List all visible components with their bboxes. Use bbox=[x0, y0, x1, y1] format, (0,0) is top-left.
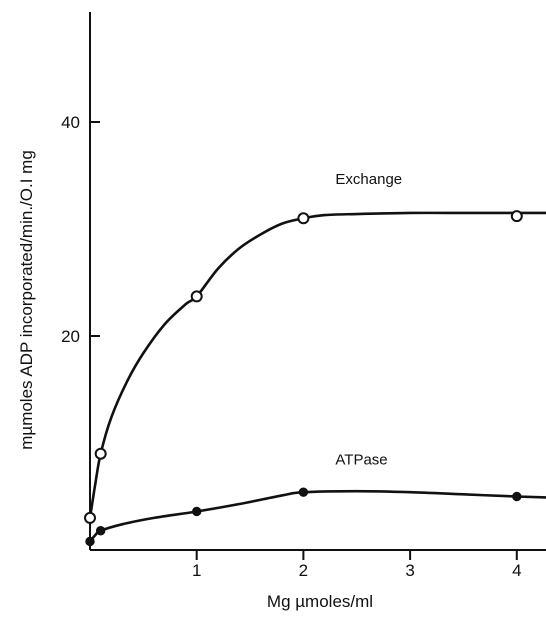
atpase-point-2 bbox=[192, 506, 202, 517]
series-curves bbox=[88, 211, 546, 543]
atpase-curve bbox=[88, 489, 546, 543]
x-axis-title: Mg µmoles/ml bbox=[267, 592, 373, 611]
atpase-point-0 bbox=[85, 536, 95, 547]
exchange-point-3 bbox=[297, 212, 310, 225]
x-tick-label-4: 4 bbox=[512, 561, 521, 580]
series-labels: Exchange ATPase bbox=[335, 171, 402, 468]
atpase-point-3 bbox=[298, 487, 309, 497]
atpase-point-1 bbox=[95, 526, 106, 536]
x-tick-label-2: 2 bbox=[299, 561, 308, 580]
x-ticks: 1 2 3 4 bbox=[192, 550, 522, 580]
exchange-point-4 bbox=[510, 210, 523, 223]
y-tick-label-40: 40 bbox=[61, 113, 80, 132]
atpase-point-4 bbox=[512, 491, 522, 502]
y-axis-title: mµmoles ADP incorporated/min./O.I mg bbox=[17, 150, 36, 450]
exchange-point-1 bbox=[94, 447, 107, 460]
y-tick-label-20: 20 bbox=[61, 327, 80, 346]
atpase-series-label: ATPase bbox=[335, 451, 387, 468]
exchange-point-0 bbox=[84, 511, 96, 524]
exchange-series-label: Exchange bbox=[335, 171, 402, 188]
series-markers bbox=[84, 210, 523, 547]
exchange-point-2 bbox=[190, 290, 203, 303]
x-tick-label-3: 3 bbox=[405, 561, 414, 580]
x-tick-label-1: 1 bbox=[192, 561, 201, 580]
exchange-curve bbox=[88, 211, 546, 520]
